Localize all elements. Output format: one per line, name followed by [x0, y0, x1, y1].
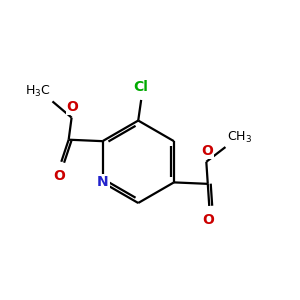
Text: Cl: Cl — [134, 80, 148, 94]
Text: O: O — [67, 100, 78, 114]
Text: O: O — [202, 213, 214, 227]
Text: N: N — [97, 176, 108, 189]
Text: O: O — [201, 144, 213, 158]
Text: CH$_3$: CH$_3$ — [227, 130, 252, 145]
Text: H$_3$C: H$_3$C — [26, 84, 51, 99]
Text: O: O — [53, 169, 65, 183]
